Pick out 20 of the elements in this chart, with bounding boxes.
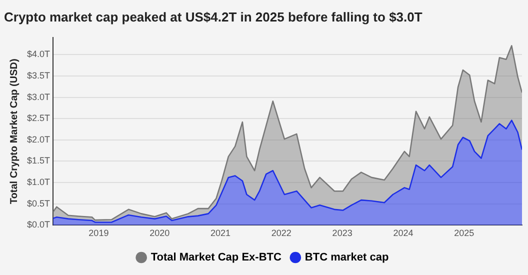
x-tick-label: 2021 — [210, 228, 231, 238]
x-tick-label: 2023 — [332, 228, 352, 238]
legend-label: Total Market Cap Ex-BTC — [150, 252, 282, 264]
y-tick-label: $2.0T — [27, 134, 51, 144]
x-tick-label: 2019 — [88, 228, 109, 238]
x-tick-label: 2025 — [454, 228, 474, 238]
y-tick-label: $2.5T — [27, 113, 51, 124]
x-tick-label: 2020 — [150, 228, 170, 238]
y-tick-label: $3.5T — [27, 70, 51, 80]
legend-label: BTC market cap — [304, 252, 389, 264]
y-tick-label: $0.5T — [27, 198, 51, 208]
y-tick-label: $0.0T — [27, 220, 51, 230]
chart-title: Crypto market cap peaked at US$4.2T in 2025 before falling to $3.0T — [4, 9, 422, 24]
x-tick-label: 2024 — [393, 228, 414, 238]
y-tick-label: $1.0T — [27, 177, 51, 188]
y-axis-title: Total Crypto Market Cap (USD) — [8, 58, 20, 204]
x-tick-label: 2022 — [271, 228, 292, 238]
y-tick-label: $1.5T — [27, 156, 51, 166]
y-tick-label: $3.0T — [27, 92, 51, 102]
y-tick-label: $4.0T — [27, 49, 51, 60]
